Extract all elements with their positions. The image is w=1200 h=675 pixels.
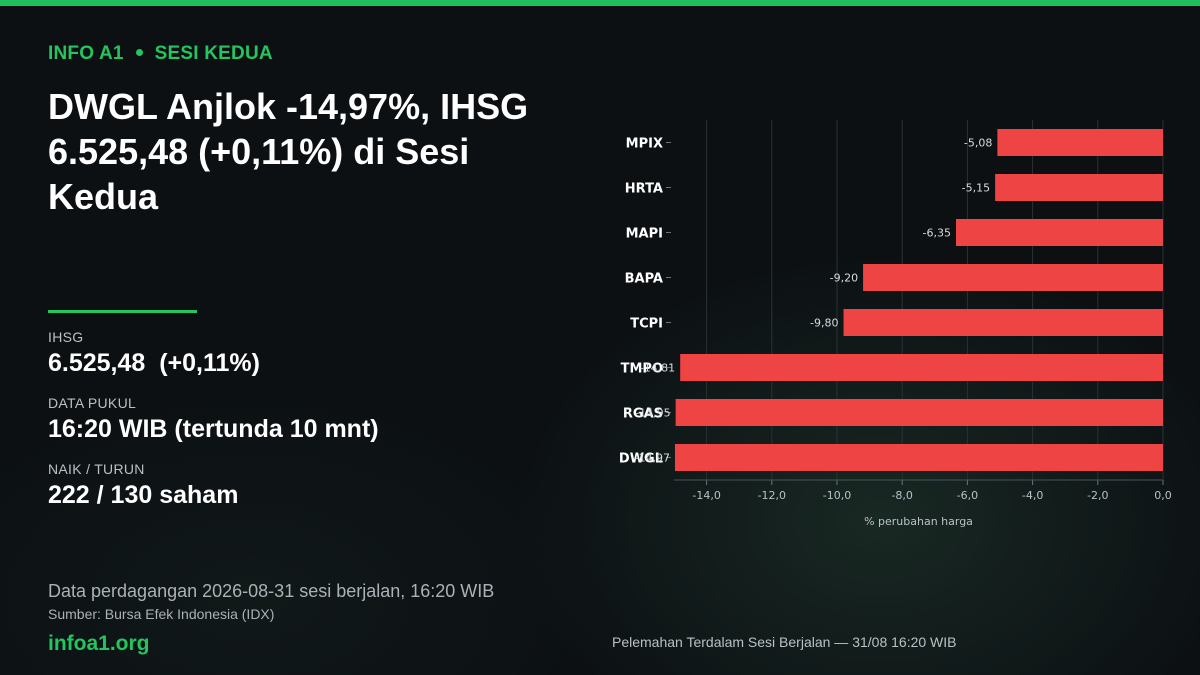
chart-bars bbox=[674, 129, 1163, 471]
value-label-tcpi: -9,80 bbox=[810, 317, 838, 330]
stat-label-ihsg: IHSG bbox=[48, 329, 84, 345]
stat-label-data-time: DATA PUKUL bbox=[48, 395, 137, 411]
value-label-mapi: -6,35 bbox=[923, 227, 951, 240]
x-tick-label: -6,0 bbox=[957, 489, 978, 502]
stat-label-advance-decline: NAIK / TURUN bbox=[48, 461, 145, 477]
kicker: INFO A1 SESI KEDUA bbox=[48, 43, 273, 65]
brand-link[interactable]: infoa1.org bbox=[48, 632, 150, 655]
category-label-bapa: BAPA bbox=[625, 272, 663, 287]
value-label-bapa: -9,20 bbox=[830, 272, 858, 285]
bar-tcpi bbox=[843, 309, 1163, 336]
x-tick-label: -10,0 bbox=[823, 489, 851, 502]
stat-value-advance-decline: 222 / 130 saham bbox=[48, 481, 239, 509]
x-tick-label: -8,0 bbox=[891, 489, 912, 502]
value-label-dwgl: -14,97 bbox=[635, 452, 670, 465]
stats-divider bbox=[48, 310, 197, 313]
chart-caption: Pelemahan Terdalam Sesi Berjalan — 31/08… bbox=[612, 634, 957, 650]
x-tick-label: -12,0 bbox=[758, 489, 786, 502]
category-label-rgas: RGAS bbox=[623, 407, 663, 422]
headline: DWGL Anjlok -14,97%, IHSG 6.525,48 (+0,1… bbox=[48, 86, 529, 217]
category-label-hrta: HRTA bbox=[625, 182, 663, 197]
bar-tmpo bbox=[680, 354, 1163, 381]
x-tick-label: -2,0 bbox=[1087, 489, 1108, 502]
kicker-brand: INFO A1 bbox=[48, 43, 124, 64]
bar-mapi bbox=[955, 219, 1163, 246]
category-label-tmpo: TMPO bbox=[621, 362, 663, 377]
chart-x-axis-label: % perubahan harga bbox=[864, 515, 973, 528]
chart-value-labels: -5,08 -5,15 -6,35 -9,20 -9,80 -14,81 -14,95 -14… bbox=[635, 137, 993, 465]
x-tick-label: 0,0 bbox=[1154, 489, 1172, 502]
stat-value-data-time: 16:20 WIB (tertunda 10 mnt) bbox=[48, 415, 379, 443]
bar-mpix bbox=[997, 129, 1163, 156]
bar-rgas bbox=[675, 399, 1163, 426]
value-label-mpix: -5,08 bbox=[964, 137, 992, 150]
kicker-section: SESI KEDUA bbox=[154, 43, 273, 64]
kicker-dot-icon bbox=[135, 48, 143, 56]
bar-hrta bbox=[995, 174, 1163, 201]
x-tick-label: -4,0 bbox=[1022, 489, 1043, 502]
top-accent-bar bbox=[0, 0, 1200, 6]
category-label-dwgl: DWGL bbox=[619, 452, 663, 467]
category-label-mapi: MAPI bbox=[626, 227, 663, 242]
chart-category-labels: MPIX HRTA MAPI BAPA TCPI TMPO RGAS DWGL bbox=[619, 137, 671, 467]
source-note: Sumber: Bursa Efek Indonesia (IDX) bbox=[48, 606, 275, 622]
x-tick-label: -14,0 bbox=[692, 489, 720, 502]
value-label-tmpo: -14,81 bbox=[640, 362, 675, 375]
data-note: Data perdagangan 2026-08-31 sesi berjala… bbox=[48, 581, 495, 601]
chart-x-ticks: -14,0 -12,0 -10,0 -8,0 -6,0 -4,0 -2,0 0,0 bbox=[674, 479, 1172, 502]
category-label-mpix: MPIX bbox=[626, 137, 663, 152]
value-label-rgas: -14,95 bbox=[635, 407, 670, 420]
stat-value-ihsg: 6.525,48 (+0,11%) bbox=[48, 349, 260, 377]
bar-dwgl bbox=[674, 444, 1163, 471]
category-label-tcpi: TCPI bbox=[630, 317, 663, 332]
bar-bapa bbox=[863, 264, 1163, 291]
value-label-hrta: -5,15 bbox=[962, 182, 990, 195]
